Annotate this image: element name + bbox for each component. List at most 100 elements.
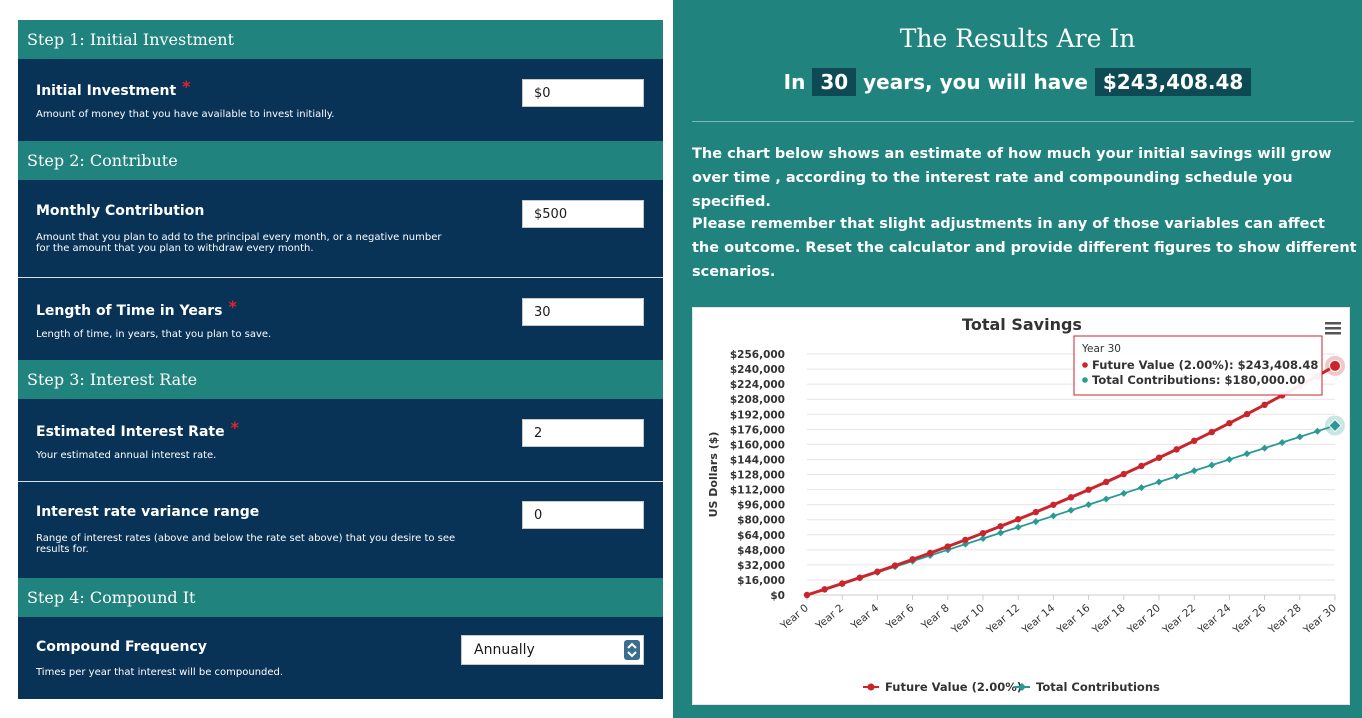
compound-frequency-row: Compound Frequency Times per year that i… — [18, 617, 663, 697]
legend-marker — [867, 683, 875, 691]
y-tick-label: $208,000 — [730, 394, 785, 406]
chart-legend: Future Value (2.00%) Total Contributions — [863, 680, 1160, 694]
interest-rate-description: Your estimated annual interest rate. — [36, 450, 217, 461]
length-of-time-description: Length of time, in years, that you plan … — [36, 329, 272, 340]
total-contributions-point — [1278, 438, 1286, 446]
compound-frequency-label: Compound Frequency — [36, 639, 207, 655]
future-value-point — [962, 536, 969, 544]
x-tick-label: Year 2 — [813, 602, 846, 633]
required-asterisk: * — [228, 297, 237, 316]
x-tick-label: Year 20 — [1125, 602, 1163, 637]
future-value-point — [979, 529, 987, 537]
initial-investment-description: Amount of money that you have available … — [36, 109, 335, 120]
length-of-time-row: Length of Time in Years * Length of time,… — [18, 278, 663, 360]
future-value-point — [1243, 410, 1251, 418]
menu-bar — [1325, 322, 1341, 325]
chart-svg: Total Savings $0 $16,000 $32,000 $48,000 $64,… — [707, 315, 1345, 694]
total-contributions-point — [1155, 478, 1163, 486]
x-tick-label: Year 14 — [1019, 602, 1058, 637]
results-summary: In 30 years, you will have $243,408.48 — [673, 68, 1362, 96]
initial-investment-input[interactable] — [522, 79, 644, 107]
divider — [692, 121, 1354, 122]
x-tick-label: Year 18 — [1089, 602, 1127, 637]
x-tick-label: Year 28 — [1265, 602, 1303, 637]
menu-bar — [1325, 327, 1341, 330]
tooltip-marker — [1082, 377, 1088, 383]
x-tick-label: Year 0 — [778, 602, 811, 633]
monthly-contribution-label: Monthly Contribution — [36, 203, 205, 219]
future-value-point — [1103, 478, 1110, 486]
future-value-point — [874, 568, 881, 575]
interest-rate-input[interactable] — [522, 419, 644, 447]
y-tick-label: $96,000 — [737, 500, 785, 512]
y-tick-label: $240,000 — [730, 364, 785, 376]
y-tick-label: $160,000 — [730, 439, 785, 451]
interest-rate-label: Estimated Interest Rate * — [36, 418, 239, 440]
hamburger-menu-icon[interactable] — [1325, 322, 1341, 335]
y-tick-label: $16,000 — [737, 575, 785, 587]
tooltip-marker — [1082, 362, 1088, 368]
variance-range-description: Range of interest rates (above and below… — [36, 533, 456, 555]
x-tick-label: Year 6 — [883, 602, 916, 633]
future-value-point — [1138, 462, 1145, 470]
y-tick-label: $0 — [770, 590, 785, 602]
future-value-point — [1173, 446, 1180, 453]
step-4-header: Step 4: Compound It — [18, 578, 663, 617]
future-value-point — [1032, 508, 1039, 516]
amount-highlight: $243,408.48 — [1094, 68, 1252, 96]
x-tick-label: Year 24 — [1195, 602, 1234, 637]
y-tick-label: $144,000 — [730, 454, 785, 466]
total-contributions-point — [1120, 489, 1128, 497]
total-contributions-point — [1261, 444, 1269, 452]
total-contributions-point — [1190, 467, 1198, 475]
total-contributions-point — [997, 529, 1005, 537]
future-value-point — [856, 574, 863, 581]
legend-marker — [1018, 683, 1026, 691]
y-tick-label: $32,000 — [737, 560, 785, 572]
total-savings-chart: Total Savings $0 $16,000 $32,000 $48,000 $64,… — [692, 307, 1350, 705]
future-value-point — [1226, 419, 1233, 427]
length-of-time-input[interactable] — [522, 298, 644, 326]
x-tick-label: Year 22 — [1160, 602, 1198, 637]
variance-range-label: Interest rate variance range — [36, 504, 260, 520]
legend-item-future-value[interactable]: Future Value (2.00%) — [863, 680, 1022, 694]
future-value-point — [944, 543, 951, 550]
tooltip-line-contributions: Total Contributions: $180,000.00 — [1092, 373, 1305, 387]
total-contributions-point — [1243, 450, 1251, 458]
monthly-contribution-row: Monthly Contribution Amount that you pla… — [18, 180, 663, 278]
future-value-point — [1085, 486, 1092, 493]
chart-tooltip: Year 30 Future Value (2.00%): $243,408.48… — [1073, 335, 1323, 396]
total-contributions-point — [1296, 433, 1304, 441]
total-contributions-point — [1067, 506, 1075, 514]
variance-range-input[interactable] — [522, 501, 644, 529]
future-value-point — [1015, 516, 1022, 523]
total-contributions-point — [1102, 495, 1110, 503]
future-value-point — [1067, 494, 1075, 501]
monthly-contribution-input[interactable] — [522, 200, 644, 228]
menu-bar — [1325, 332, 1341, 335]
tooltip-box — [1073, 335, 1323, 396]
future-value-point — [803, 591, 811, 599]
x-tick-label: Year 8 — [919, 602, 952, 633]
x-tick-label: Year 26 — [1230, 602, 1269, 637]
total-contributions-point — [1032, 518, 1040, 526]
results-paragraph-2: Please remember that slight adjustments … — [692, 216, 1357, 280]
future-value-hover-point — [1329, 359, 1341, 372]
step-1-header: Step 1: Initial Investment — [18, 20, 663, 59]
total-contributions-point — [1225, 455, 1233, 463]
calculator-form: Step 1: Initial Investment Initial Inves… — [18, 20, 663, 699]
x-tick-label: Year 10 — [949, 602, 987, 637]
initial-investment-label: Initial Investment * — [36, 77, 191, 99]
x-tick-label: Year 16 — [1054, 602, 1093, 637]
summary-prefix: In — [783, 70, 806, 94]
future-value-point — [1261, 401, 1268, 409]
future-value-point — [1191, 437, 1198, 445]
updown-chevron-icon — [624, 640, 640, 660]
total-contributions-point — [1014, 523, 1022, 531]
variance-range-row: Interest rate variance range Range of in… — [18, 482, 663, 578]
total-contributions-point — [1208, 461, 1216, 469]
y-tick-label: $192,000 — [730, 409, 785, 421]
legend-item-total-contributions[interactable]: Total Contributions — [1014, 680, 1160, 694]
compound-frequency-select[interactable]: Annually — [461, 635, 644, 665]
total-contributions-hover-point — [1328, 418, 1342, 433]
